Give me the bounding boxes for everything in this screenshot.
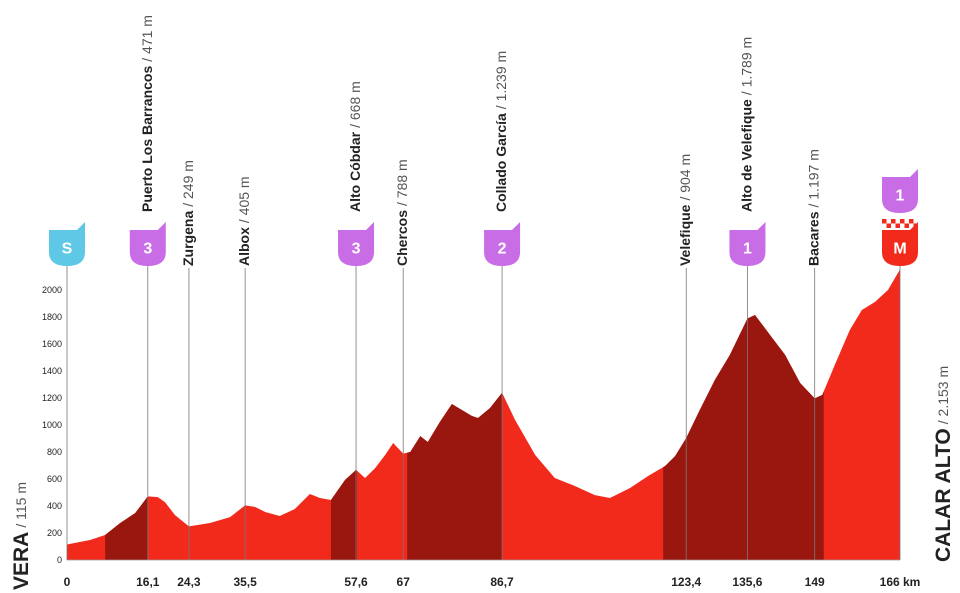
waypoint-label: Collado García / 1.239 m xyxy=(493,51,509,212)
badge-shape xyxy=(129,222,166,266)
x-tick-label: 123,4 xyxy=(671,575,701,589)
climb-section xyxy=(105,269,148,560)
x-tick-label: 0 xyxy=(64,575,71,589)
waypoint-name: Bacares xyxy=(805,211,821,266)
x-tick-label: 86,7 xyxy=(490,575,514,589)
badge: 3 xyxy=(338,222,375,266)
waypoint-name: Alto de Velefique xyxy=(738,99,754,212)
x-tick-label: 57,6 xyxy=(344,575,368,589)
finish-check xyxy=(882,219,887,224)
waypoint-label: Zurgena / 249 m xyxy=(180,160,196,266)
badge-shape xyxy=(729,222,766,266)
y-tick-label: 1000 xyxy=(42,420,62,430)
x-tick-label: 149 xyxy=(805,575,825,589)
start-name: VERA xyxy=(10,532,33,590)
badge-shape xyxy=(338,222,375,266)
badge-label: 3 xyxy=(352,241,361,258)
waypoint-name: Alto Cóbdar xyxy=(347,131,363,212)
waypoint-altitude: / 471 m xyxy=(138,15,154,62)
finish-check xyxy=(895,223,900,228)
badge-shape xyxy=(484,222,521,266)
badge-label: 1 xyxy=(743,241,752,258)
waypoint-label: Puerto Los Barrancos / 471 m xyxy=(138,15,154,212)
finish-check xyxy=(900,219,905,224)
waypoint-name: Collado García xyxy=(493,113,509,212)
y-tick-label: 0 xyxy=(57,555,62,565)
y-tick-label: 200 xyxy=(47,528,62,538)
waypoint-altitude: / 668 m xyxy=(347,81,363,128)
waypoint-name: Chercos xyxy=(394,210,410,266)
y-tick-label: 600 xyxy=(47,474,62,484)
finish-check xyxy=(913,223,918,228)
x-tick-label: 24,3 xyxy=(177,575,201,589)
y-tick-label: 1200 xyxy=(42,393,62,403)
finish-check xyxy=(886,223,891,228)
x-tick-label: 35,5 xyxy=(233,575,257,589)
badge-label: S xyxy=(62,241,73,258)
y-tick-label: 2000 xyxy=(42,285,62,295)
start-label: VERA / 115 m xyxy=(10,482,33,590)
finish-check xyxy=(904,223,909,228)
y-tick-label: 1800 xyxy=(42,312,62,322)
badge-shape xyxy=(882,222,918,266)
badge: 1 xyxy=(882,169,918,213)
y-tick-label: 400 xyxy=(47,501,62,511)
badge: 2 xyxy=(484,222,521,266)
badge-label: 3 xyxy=(143,241,152,258)
waypoint-altitude: / 1.239 m xyxy=(493,51,509,109)
badge-label: 1 xyxy=(896,188,905,205)
waypoint-name: Velefique xyxy=(677,204,693,266)
waypoint-name: Albox xyxy=(236,227,252,266)
waypoint-altitude: / 1.197 m xyxy=(805,149,821,207)
waypoint-label: Alto Cóbdar / 668 m xyxy=(347,81,363,212)
x-tick-label: 67 xyxy=(397,575,411,589)
waypoint-altitude: / 249 m xyxy=(180,160,196,207)
finish-check xyxy=(909,219,914,224)
waypoint-label: Velefique / 904 m xyxy=(677,154,693,266)
badge: 3 xyxy=(129,222,166,266)
x-tick-label: 166 km xyxy=(880,575,921,589)
badge-shape xyxy=(49,222,85,266)
y-tick-label: 1600 xyxy=(42,339,62,349)
climb-section xyxy=(330,269,358,560)
start-altitude: / 115 m xyxy=(13,482,29,528)
finish-check xyxy=(891,219,896,224)
badge-label: 2 xyxy=(498,241,507,258)
waypoint-altitude: / 904 m xyxy=(677,154,693,201)
badge: M xyxy=(882,222,918,266)
finish-name: CALAR ALTO xyxy=(932,428,955,562)
waypoint-altitude: / 405 m xyxy=(236,176,252,223)
badge: 1 xyxy=(729,222,766,266)
waypoint-label: Albox / 405 m xyxy=(236,176,252,266)
waypoint-altitude: / 1.789 m xyxy=(738,37,754,95)
x-tick-label: 16,1 xyxy=(136,575,160,589)
y-tick-label: 1400 xyxy=(42,366,62,376)
x-tick-label: 135,6 xyxy=(732,575,762,589)
waypoint-name: Puerto Los Barrancos xyxy=(138,66,154,212)
waypoint-label: Bacares / 1.197 m xyxy=(805,149,821,266)
waypoint-label: Chercos / 788 m xyxy=(394,159,410,266)
finish-label: CALAR ALTO / 2.153 m xyxy=(932,366,955,562)
badge: S xyxy=(49,222,85,266)
y-tick-label: 800 xyxy=(47,447,62,457)
climb-section xyxy=(407,269,503,560)
badge-label: M xyxy=(893,241,906,258)
waypoint-name: Zurgena xyxy=(180,211,196,266)
badge-shape xyxy=(882,169,918,213)
finish-altitude: / 2.153 m xyxy=(935,366,951,424)
climb-section xyxy=(663,269,824,560)
waypoint-label: Alto de Velefique / 1.789 m xyxy=(738,37,754,212)
waypoint-altitude: / 788 m xyxy=(394,159,410,206)
